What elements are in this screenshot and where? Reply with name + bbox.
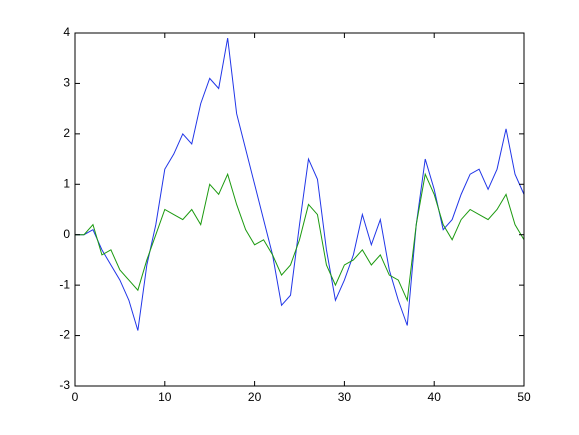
y-tick-label: -1 — [59, 277, 70, 291]
data-line — [75, 172, 525, 303]
y-tick-label: 1 — [63, 176, 70, 190]
x-tick-label: 50 — [517, 390, 531, 404]
y-tick-label: 4 — [63, 25, 70, 39]
x-tick-label: 20 — [248, 390, 262, 404]
x-tick-label: 0 — [72, 390, 79, 404]
y-tick-label: 0 — [63, 227, 70, 241]
x-tick-label: 30 — [338, 390, 352, 404]
x-tick-label: 10 — [158, 390, 172, 404]
y-tick-label: 3 — [63, 76, 70, 90]
y-tick-label: 2 — [63, 126, 70, 140]
y-tick-label: -3 — [59, 378, 70, 392]
plot-frame — [74, 32, 525, 387]
x-tick-label: 40 — [428, 390, 442, 404]
y-tick-label: -2 — [59, 328, 70, 342]
